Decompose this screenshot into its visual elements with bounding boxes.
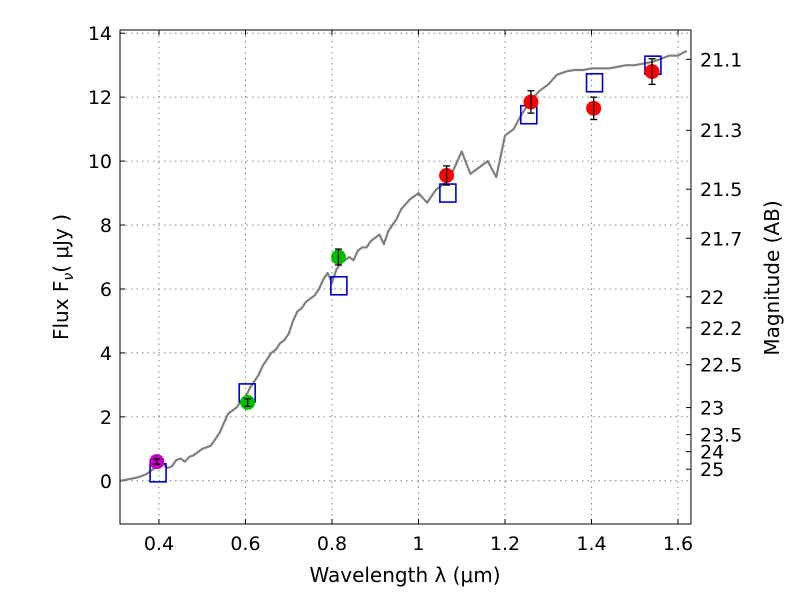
right-tick-label: 23.5 (700, 425, 742, 447)
y-axis-label-units: ( μJy ) (49, 214, 73, 273)
right-tick-label: 21.7 (700, 228, 742, 250)
x-tick-label: 1.4 (576, 533, 606, 555)
right-tick-label: 25 (700, 459, 724, 481)
y-tick-label: 0 (100, 471, 112, 493)
right-tick-label: 21.3 (700, 120, 742, 142)
right-tick-label: 24 (700, 442, 724, 464)
sed-template-line (119, 49, 688, 482)
y-axis-label: Flux Fν( μJy ) (49, 214, 77, 340)
x-tick-label: 0.6 (230, 533, 260, 555)
y-axis-label-subscript: ν (61, 273, 77, 281)
right-tick-label: 21.5 (700, 179, 742, 201)
y-tick-label: 4 (100, 343, 112, 365)
x-tick-label: 1.6 (663, 533, 693, 555)
x-tick-label: 1 (412, 533, 424, 555)
y-axis-label-main: Flux F (49, 281, 73, 340)
right-tick-label: 22.2 (700, 318, 742, 340)
x-tick-label: 1.2 (490, 533, 520, 555)
right-tick-label: 21.1 (700, 49, 742, 71)
y-tick-label: 12 (88, 87, 112, 109)
model-band-square (439, 183, 457, 203)
y-tick-label: 14 (88, 23, 112, 45)
x-tick-label: 0.8 (317, 533, 347, 555)
model-band-square (585, 72, 604, 93)
y-tick-label: 8 (100, 215, 112, 237)
axis-ticks: 0.4 0.6 0.8 1 1.2 1.4 1.60246810121421.121.321… (88, 23, 743, 555)
plot-frame (119, 29, 692, 525)
y-tick-label: 6 (100, 279, 112, 301)
right-tick-label: 22 (700, 287, 724, 309)
svg-text:Flux Fν( μJy ): Flux Fν( μJy ) (49, 214, 77, 340)
x-axis-label: Wavelength λ (μm) (309, 563, 500, 587)
right-tick-label: 22.5 (700, 355, 742, 377)
x-tick-label: 0.4 (144, 533, 174, 555)
y-tick-label: 10 (88, 151, 112, 173)
plot-area (119, 49, 688, 483)
y-tick-label: 2 (100, 407, 112, 429)
right-axis-label: Magnitude (AB) (760, 200, 784, 355)
right-tick-label: 23 (700, 398, 724, 420)
model-band-square (330, 275, 348, 296)
